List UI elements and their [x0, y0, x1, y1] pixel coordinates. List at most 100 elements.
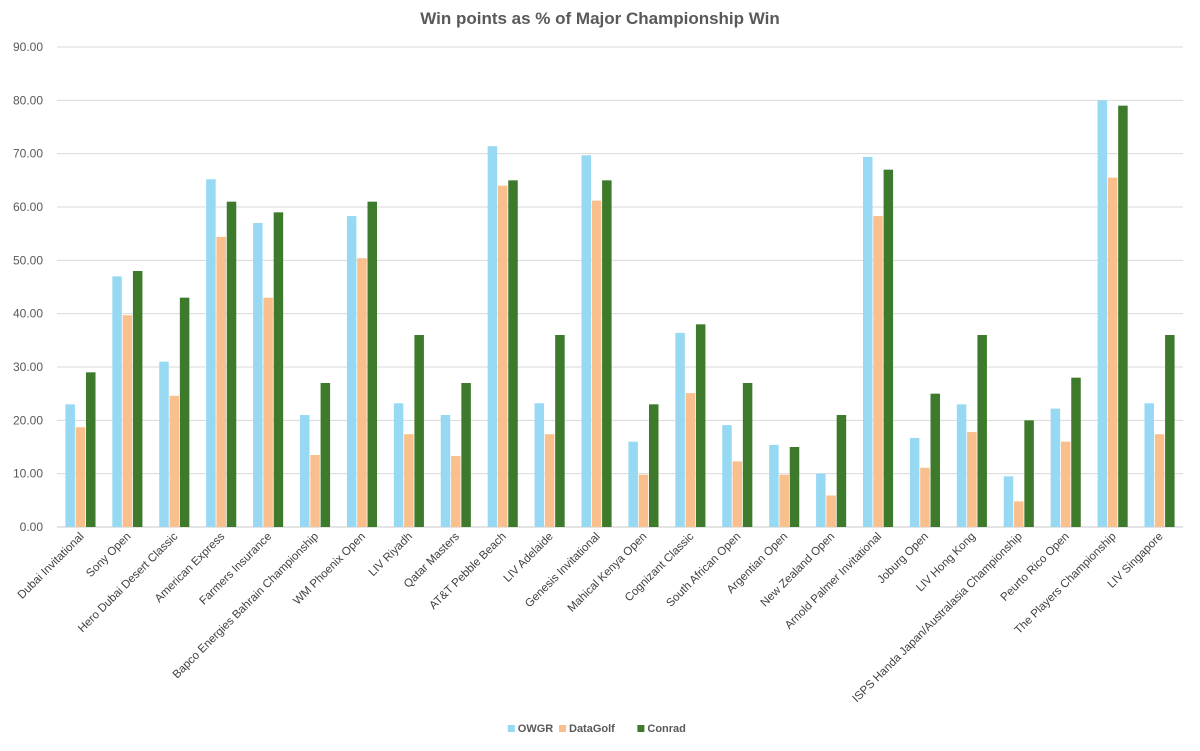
bar-conrad — [1118, 105, 1128, 528]
x-tick-label: Dubai Invitational — [16, 531, 87, 602]
bar-datagolf — [1060, 441, 1071, 527]
y-axis: 0.00 10.00 20.00 30.00 40.00 50.00 60.00 70.00 8… — [13, 40, 43, 534]
bar-datagolf — [357, 258, 367, 527]
bar-owgr — [65, 404, 75, 527]
bar-conrad — [742, 383, 753, 527]
bar-owgr — [253, 223, 263, 527]
y-tick-label: 60.00 — [13, 200, 43, 214]
y-tick-label: 50.00 — [13, 253, 43, 267]
bar-owgr — [909, 437, 920, 527]
bar-datagolf — [75, 427, 86, 527]
bar-conrad — [508, 180, 518, 528]
bar-conrad — [179, 297, 190, 527]
gridlines — [57, 46, 1183, 528]
bar-datagolf — [263, 297, 273, 527]
bar-owgr — [534, 403, 545, 527]
bar-conrad — [789, 447, 800, 527]
x-tick-label: ISPS Handa Japan/Australasia Championshi… — [851, 531, 1025, 705]
legend-swatch-datagolf — [559, 725, 566, 732]
bar-owgr — [816, 473, 826, 527]
bar-conrad — [273, 212, 284, 528]
bar-datagolf — [122, 315, 133, 527]
x-tick-label: Mahical Kenya Open — [566, 531, 650, 615]
bar-datagolf — [920, 467, 930, 527]
bar-conrad — [1165, 335, 1175, 527]
bar-datagolf — [779, 474, 789, 527]
bar-owgr — [299, 415, 310, 527]
bar-conrad — [695, 324, 706, 527]
y-tick-label: 70.00 — [13, 147, 43, 161]
bar-conrad — [1024, 420, 1034, 527]
y-tick-label: 80.00 — [13, 93, 43, 107]
bar-datagolf — [216, 236, 226, 527]
bar-owgr — [440, 415, 451, 527]
y-tick-label: 40.00 — [13, 307, 43, 321]
bar-conrad — [367, 201, 378, 527]
bar-datagolf — [169, 395, 180, 527]
bar-datagolf — [967, 432, 977, 527]
bar-owgr — [628, 441, 638, 527]
bar-conrad — [461, 383, 471, 527]
bar-owgr — [159, 361, 169, 527]
bar-datagolf — [1014, 501, 1024, 527]
bar-datagolf — [685, 393, 696, 527]
bar-owgr — [1050, 408, 1061, 527]
bar-owgr — [862, 156, 873, 527]
bar-datagolf — [497, 185, 508, 527]
bar-owgr — [393, 403, 404, 527]
bar-conrad — [132, 271, 143, 527]
chart-title: Win points as % of Major Championship Wi… — [420, 9, 780, 28]
bar-owgr — [1003, 476, 1014, 527]
bar-conrad — [602, 180, 612, 528]
y-tick-label: 0.00 — [20, 520, 44, 534]
bar-owgr — [487, 146, 498, 527]
bar-datagolf — [544, 434, 555, 527]
bar-owgr — [1097, 100, 1108, 527]
legend-swatch-owgr — [507, 725, 515, 732]
bar-conrad — [226, 201, 237, 527]
bar-datagolf — [826, 495, 836, 527]
x-tick-label: Arnold Palmer Invitational — [783, 531, 884, 632]
bar-datagolf — [404, 434, 414, 527]
bar-owgr — [581, 155, 591, 527]
bar-conrad — [320, 383, 331, 527]
bar-datagolf — [873, 216, 883, 528]
bar-owgr — [112, 276, 122, 527]
legend-label-owgr: OWGR — [518, 723, 553, 735]
y-tick-label: 20.00 — [13, 413, 43, 427]
bar-datagolf — [310, 455, 320, 527]
bar-datagolf — [1107, 177, 1118, 527]
bar-owgr — [722, 425, 732, 527]
legend-label-conrad: Conrad — [647, 723, 686, 735]
bar-conrad — [836, 415, 847, 527]
legend-swatch-conrad — [637, 725, 645, 732]
bar-conrad — [930, 393, 941, 527]
bar-owgr — [206, 179, 216, 527]
x-tick-label: AT&T Pebble Beach — [427, 531, 508, 612]
bar-owgr — [346, 216, 357, 528]
x-tick-label: LIV Riyadh — [367, 531, 415, 579]
x-tick-label: Hero Dubai Desert Classic — [76, 530, 180, 634]
bar-conrad — [883, 169, 894, 527]
bar-conrad — [86, 372, 96, 527]
y-tick-label: 10.00 — [13, 467, 43, 481]
bar-conrad — [977, 335, 987, 527]
bar-datagolf — [1154, 434, 1165, 527]
y-tick-label: 30.00 — [13, 360, 43, 374]
x-tick-label: The Players Championship — [1013, 531, 1119, 637]
bar-datagolf — [732, 461, 743, 527]
bar-owgr — [956, 404, 967, 527]
bar-owgr — [769, 444, 779, 527]
bar-datagolf — [638, 474, 649, 527]
bar-conrad — [555, 335, 565, 527]
legend: OWGR DataGolf Conrad — [507, 723, 686, 735]
legend-label-datagolf: DataGolf — [569, 723, 615, 735]
x-tick-label: Sony Open — [84, 531, 133, 580]
bar-datagolf — [591, 200, 602, 527]
bar-datagolf — [451, 456, 461, 527]
bar-owgr — [1144, 403, 1154, 527]
bar-owgr — [675, 332, 685, 527]
y-tick-label: 90.00 — [13, 40, 43, 54]
